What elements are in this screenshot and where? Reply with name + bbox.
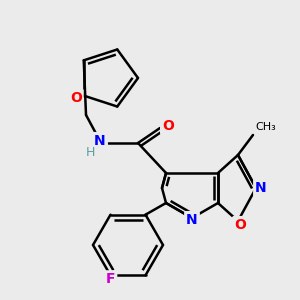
Text: F: F xyxy=(106,272,115,286)
Text: O: O xyxy=(234,218,246,232)
Text: N: N xyxy=(186,213,198,227)
Text: CH₃: CH₃ xyxy=(255,122,276,132)
Text: O: O xyxy=(162,119,174,133)
Text: N: N xyxy=(94,134,106,148)
Text: O: O xyxy=(70,91,82,105)
Text: N: N xyxy=(255,181,267,195)
Text: H: H xyxy=(85,146,95,160)
